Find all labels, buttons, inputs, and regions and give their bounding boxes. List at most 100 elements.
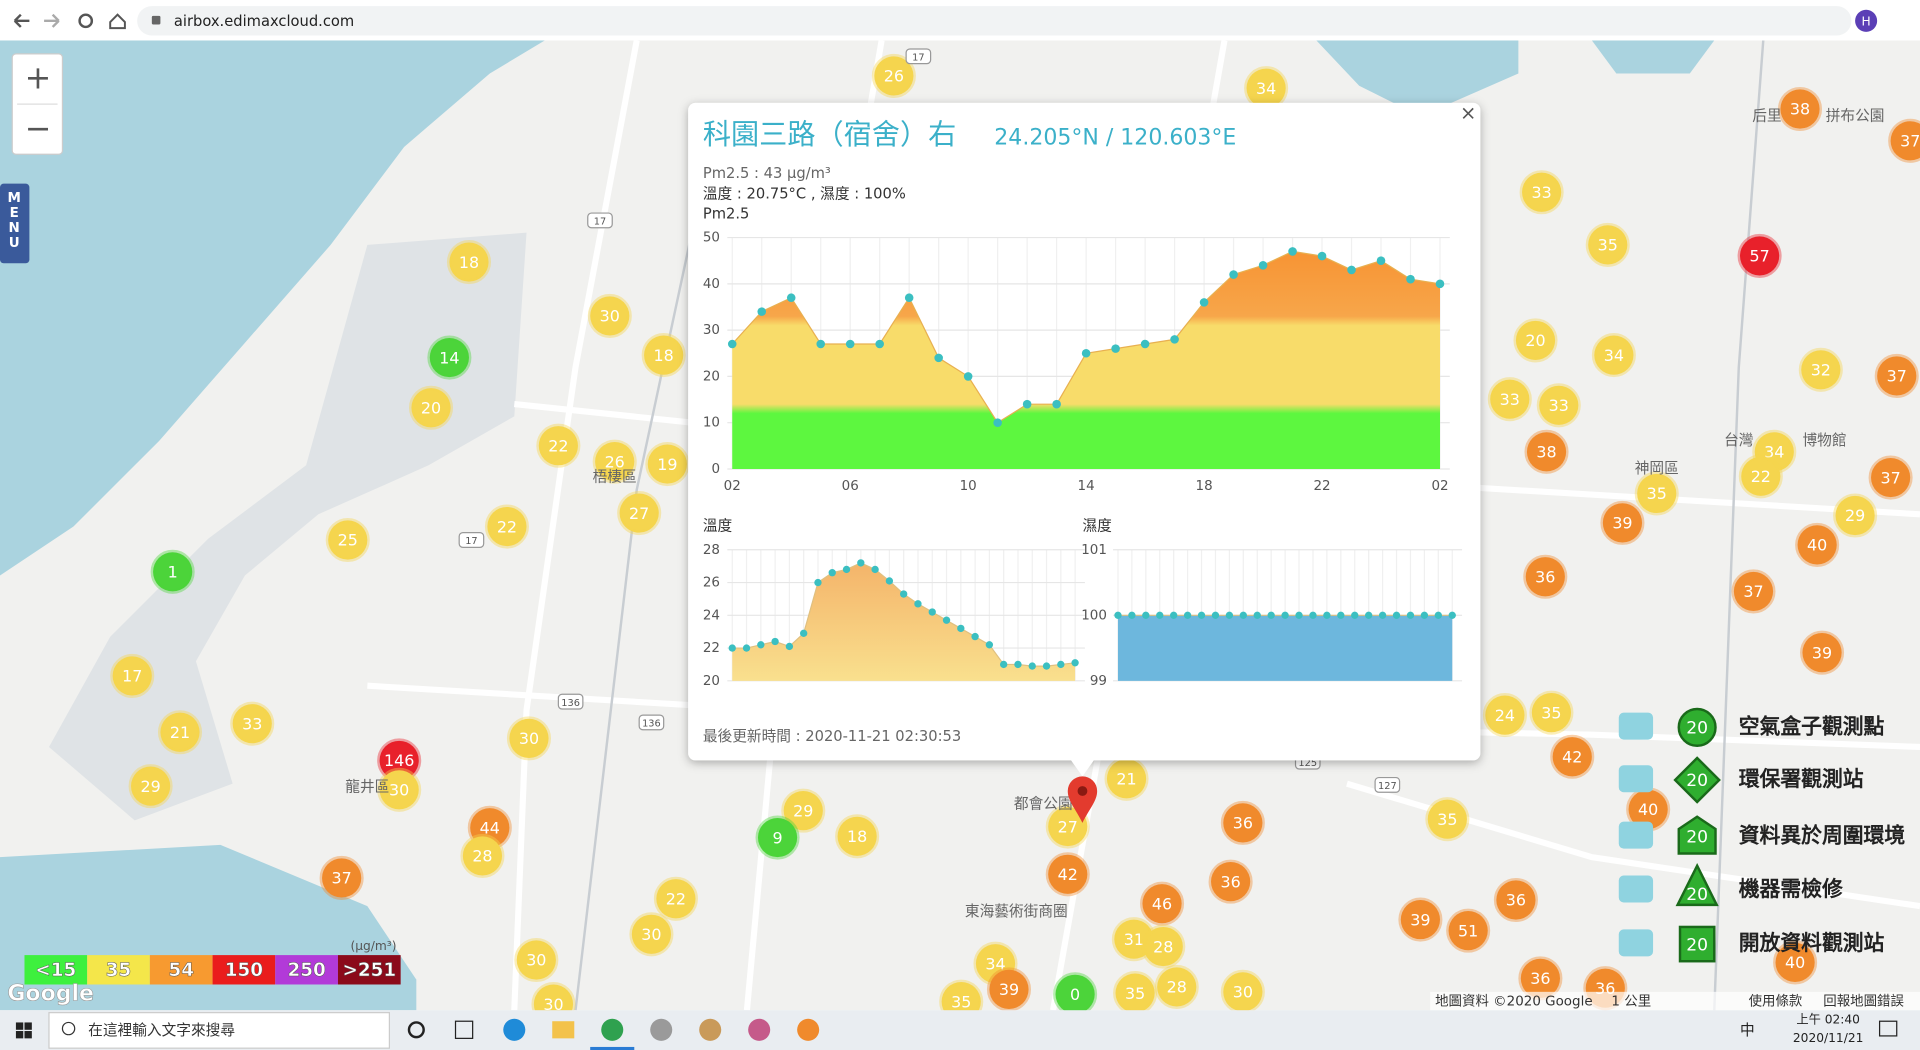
station-value[interactable]: 51 (1458, 921, 1478, 940)
station-marker[interactable] (514, 937, 559, 983)
station-value[interactable]: 29 (1845, 506, 1865, 525)
station-value[interactable]: 30 (389, 781, 409, 800)
station-value[interactable]: 36 (1220, 872, 1240, 891)
station-value[interactable]: 30 (519, 729, 539, 748)
station-value[interactable]: 37 (1880, 468, 1900, 487)
station-marker[interactable] (1888, 118, 1920, 163)
profile[interactable] (1855, 9, 1878, 32)
station-value[interactable]: 37 (1743, 582, 1763, 601)
station-value[interactable]: 28 (472, 847, 492, 866)
station-value[interactable]: 21 (170, 723, 190, 742)
station-marker[interactable] (1798, 347, 1843, 392)
station-marker[interactable] (1833, 493, 1878, 538)
station-value[interactable]: 42 (1562, 747, 1582, 766)
station-marker[interactable] (1874, 353, 1919, 398)
station-value[interactable]: 19 (657, 455, 677, 474)
station-marker[interactable] (1519, 170, 1564, 215)
reload[interactable] (78, 13, 94, 29)
station-marker[interactable] (781, 788, 826, 833)
station-value[interactable]: 22 (666, 890, 686, 909)
station-marker[interactable] (1482, 693, 1527, 738)
clock-date[interactable]: 2020/11/21 (1793, 1031, 1864, 1045)
cortana[interactable] (407, 1021, 425, 1039)
station-value[interactable]: 28 (1153, 937, 1173, 956)
station-value[interactable]: 44 (480, 818, 500, 837)
station-marker[interactable] (1493, 877, 1538, 923)
zoom-in[interactable]: + (25, 59, 52, 97)
station-marker[interactable] (629, 912, 674, 957)
station-marker[interactable] (484, 504, 529, 549)
station-value[interactable]: 9 (772, 828, 782, 847)
station-marker[interactable] (110, 653, 155, 698)
station-value[interactable]: 27 (629, 504, 649, 523)
station-value[interactable]: 35 (1598, 236, 1618, 255)
station-value[interactable]: 36 (1233, 814, 1253, 833)
close[interactable]: × (1460, 101, 1476, 124)
station-value[interactable]: 20 (421, 398, 441, 417)
station-value[interactable]: 42 (1058, 865, 1078, 884)
station-value[interactable]: 30 (641, 925, 661, 944)
station-value[interactable]: 34 (985, 954, 1005, 973)
station-marker[interactable] (871, 53, 916, 98)
station-marker[interactable] (325, 517, 370, 563)
station-value[interactable]: 35 (1125, 984, 1145, 1003)
station-marker[interactable] (1513, 318, 1558, 363)
station-value[interactable]: 34 (1764, 443, 1784, 462)
station-marker[interactable] (1550, 734, 1595, 779)
station-value[interactable]: 37 (1900, 132, 1920, 151)
station-marker[interactable] (1777, 86, 1823, 132)
station-value[interactable]: 35 (951, 992, 971, 1011)
station-marker[interactable] (1536, 383, 1581, 428)
station-value[interactable]: 17 (122, 667, 142, 686)
station-marker[interactable] (1446, 908, 1491, 953)
station-value[interactable]: 36 (1535, 567, 1555, 586)
station-marker[interactable] (1529, 690, 1574, 735)
station-value[interactable]: 33 (1532, 183, 1552, 202)
station-marker[interactable] (592, 439, 637, 484)
station-marker[interactable] (1731, 569, 1776, 614)
station-value[interactable]: 30 (600, 307, 620, 326)
clock-time[interactable]: 上午 02:40 (1796, 1013, 1860, 1027)
zoom-out[interactable]: − (25, 109, 52, 147)
station-marker[interactable] (1591, 333, 1636, 378)
search-box[interactable] (48, 1012, 390, 1049)
station-marker[interactable] (1487, 377, 1532, 422)
station-value[interactable]: 40 (1785, 953, 1805, 972)
station-marker[interactable] (1737, 233, 1782, 278)
station-marker[interactable] (150, 549, 195, 594)
station-marker[interactable] (1045, 804, 1090, 849)
station-marker[interactable] (1140, 881, 1185, 926)
station-value[interactable]: 39 (999, 980, 1019, 999)
station-value[interactable]: 37 (332, 869, 352, 888)
station-value[interactable]: 21 (1116, 770, 1136, 789)
app[interactable] (748, 1018, 771, 1041)
station-value[interactable]: 31 (1124, 930, 1144, 949)
search-placeholder[interactable]: 在這裡輸入文字來搜尋 (88, 1022, 235, 1039)
station-value[interactable]: 1 (168, 563, 178, 582)
station-marker[interactable] (1045, 852, 1090, 897)
app[interactable] (650, 1018, 673, 1041)
station-value[interactable]: 29 (793, 801, 813, 820)
menu-tab[interactable] (0, 183, 30, 264)
station-value[interactable]: 22 (497, 517, 517, 536)
station-value[interactable]: 40 (1807, 536, 1827, 555)
station-marker[interactable] (1524, 429, 1569, 474)
station-marker[interactable] (1523, 554, 1568, 599)
station-marker[interactable] (1634, 471, 1679, 516)
station-marker[interactable] (1800, 630, 1845, 675)
station-value[interactable]: 24 (1495, 706, 1515, 725)
station-value[interactable]: 33 (1549, 396, 1569, 415)
station-value[interactable]: 0 (1070, 985, 1080, 1004)
station-value[interactable]: 26 (605, 452, 625, 471)
station-value[interactable]: 37 (1887, 367, 1907, 386)
station-value[interactable]: 35 (1647, 484, 1667, 503)
station-value[interactable]: 27 (1058, 817, 1078, 836)
station-value[interactable]: 38 (1790, 100, 1810, 119)
station-value[interactable]: 14 (439, 348, 459, 367)
station-value[interactable]: 146 (384, 751, 414, 770)
ime[interactable]: 中 (1740, 1022, 1755, 1039)
station-marker[interactable] (835, 814, 880, 859)
station-value[interactable]: 33 (1500, 390, 1520, 409)
station-marker[interactable] (427, 335, 472, 380)
station-value[interactable]: 39 (1812, 643, 1832, 662)
